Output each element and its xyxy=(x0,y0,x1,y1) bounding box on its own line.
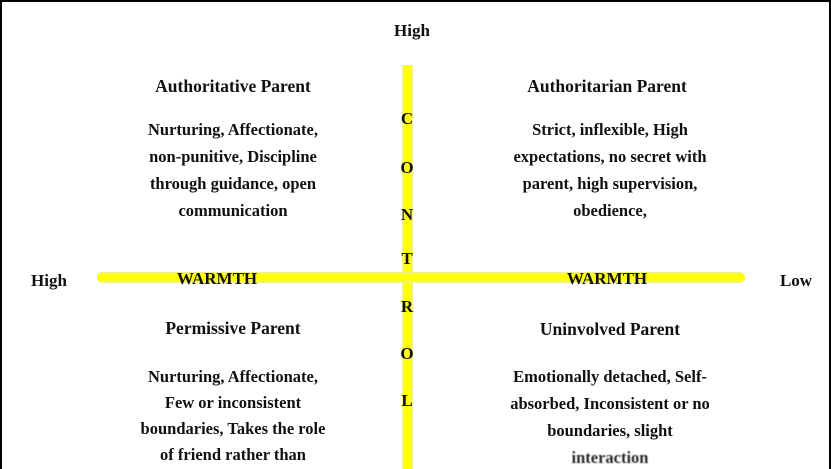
description-line: Few or inconsistent xyxy=(164,393,302,412)
description-line: interaction xyxy=(571,448,649,467)
description-line: absorbed, Inconsistent or no xyxy=(510,394,710,413)
authoritarian-parent-title: Authoritarian Parent xyxy=(527,76,687,96)
warmth-axis-line xyxy=(97,272,745,283)
uninvolved-parent-title: Uninvolved Parent xyxy=(539,319,681,339)
description-line: obedience, xyxy=(573,201,647,220)
authoritarian-parent-description: Strict, inflexible, High expectations, n… xyxy=(475,116,745,224)
description-line: communication xyxy=(178,201,288,220)
description-line: parent, high supervision, xyxy=(522,174,698,193)
control-letter-o2: O xyxy=(400,344,414,363)
warmth-axis-low-label: Low xyxy=(779,271,813,290)
description-line: non-punitive, Discipline xyxy=(149,147,317,166)
authoritative-parent-description: Nurturing, Affectionate, non-punitive, D… xyxy=(98,116,368,224)
description-line: Strict, inflexible, High xyxy=(532,120,688,139)
control-letter-n: N xyxy=(400,205,414,224)
permissive-parent-description: Nurturing, Affectionate, Few or inconsis… xyxy=(98,364,368,468)
control-letter-l: L xyxy=(401,391,413,410)
warmth-label-right: WARMTH xyxy=(566,269,648,288)
description-line: Nurturing, Affectionate, xyxy=(147,120,318,139)
warmth-axis-high-label: High xyxy=(31,271,67,290)
permissive-parent-title: Permissive Parent xyxy=(165,318,301,338)
control-letter-o1: O xyxy=(400,158,414,177)
control-letter-c: C xyxy=(400,109,414,128)
description-line: boundaries, slight xyxy=(547,421,673,440)
control-letter-r: R xyxy=(400,297,414,316)
authoritative-parent-title: Authoritative Parent xyxy=(155,76,311,96)
description-line: boundaries, Takes the role xyxy=(140,419,326,438)
description-line: Emotionally detached, Self- xyxy=(513,367,707,386)
description-line: of friend rather than xyxy=(160,445,306,464)
control-axis-high-label: High xyxy=(394,21,430,40)
control-axis-line xyxy=(402,65,413,469)
control-letter-t: T xyxy=(401,249,413,268)
uninvolved-parent-description: Emotionally detached, Self- absorbed, In… xyxy=(475,363,745,469)
description-line: expectations, no secret with xyxy=(513,147,707,166)
description-line: through guidance, open xyxy=(149,174,317,193)
warmth-label-left: WARMTH xyxy=(176,269,258,288)
description-line: Nurturing, Affectionate, xyxy=(147,367,318,386)
